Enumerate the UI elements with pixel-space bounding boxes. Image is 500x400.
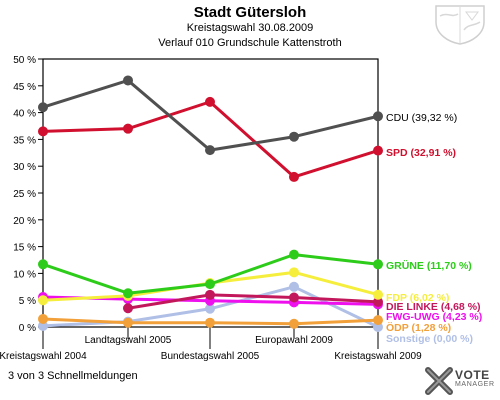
x-tick-label: Europawahl 2009: [255, 335, 333, 346]
data-point-cdu: [123, 75, 133, 86]
chart-location: Verlauf 010 Grundschule Kattenstroth: [158, 37, 342, 49]
chart-subtitle: Kreistagswahl 30.08.2009: [186, 22, 314, 34]
data-point-grüne: [373, 259, 383, 270]
y-tick-label: 40 %: [13, 109, 36, 120]
y-tick-label: 35 %: [13, 135, 36, 146]
y-tick-label: 10 %: [13, 269, 36, 280]
y-tick-label: 45 %: [13, 82, 36, 93]
x-tick-label: Kreistagswahl 2009: [334, 351, 422, 362]
coat-of-arms-icon: [428, 2, 494, 46]
data-point-ödp: [38, 313, 48, 324]
data-point-die-linke: [289, 292, 299, 303]
y-tick-label: 25 %: [13, 189, 36, 200]
legend-label-fdp: FDP (6,02 %): [386, 292, 449, 304]
y-tick-label: 15 %: [13, 243, 36, 254]
x-tick-label: Landtagswahl 2005: [85, 335, 172, 346]
footer-note: 3 von 3 Schnellmeldungen: [8, 370, 138, 382]
y-tick-label: 0 %: [19, 323, 36, 334]
y-tick-label: 30 %: [13, 162, 36, 173]
data-point-grüne: [289, 249, 299, 260]
series-line-die-linke: [127, 293, 379, 310]
vote-manager-logo-icon: [425, 367, 453, 395]
data-point-cdu: [38, 102, 48, 113]
brand-word-vote: VOTE: [455, 368, 490, 382]
data-point-spd: [123, 123, 133, 134]
data-point-die-linke: [205, 289, 215, 300]
data-point-grüne: [38, 259, 48, 270]
data-point-grüne: [123, 288, 133, 299]
y-tick-label: 5 %: [19, 296, 36, 307]
data-point-spd: [373, 145, 383, 156]
legend-label-ödp: ÖDP (1,28 %): [386, 321, 451, 334]
data-point-ödp: [373, 315, 383, 326]
data-point-cdu: [289, 131, 299, 142]
y-tick-label: 50 %: [13, 55, 36, 66]
data-point-sonstige: [289, 281, 299, 292]
data-point-fdp: [373, 289, 383, 300]
data-point-ödp: [289, 318, 299, 329]
data-point-spd: [38, 126, 48, 137]
legend-label-spd: SPD (32,91 %): [386, 147, 456, 159]
legend-label-fwg-uwg: FWG-UWG (4,23 %): [386, 311, 482, 323]
data-point-ödp: [123, 317, 133, 328]
brand-word-manager: MANAGER: [455, 381, 495, 388]
data-point-grüne: [205, 279, 215, 290]
legend-label-die-linke: DIE LINKE (4,68 %): [386, 301, 481, 313]
data-point-cdu: [373, 111, 383, 122]
y-tick-label: 20 %: [13, 216, 36, 227]
x-tick-label: Bundestagswahl 2005: [161, 351, 260, 362]
data-point-fdp: [289, 267, 299, 278]
data-point-fdp: [38, 295, 48, 306]
data-point-spd: [205, 96, 215, 107]
data-point-cdu: [205, 145, 215, 156]
data-point-die-linke: [123, 303, 133, 314]
legend-label-grüne: GRÜNE (11,70 %): [386, 259, 472, 272]
legend-label-cdu: CDU (39,32 %): [386, 112, 457, 124]
chart-title: Stadt Gütersloh: [193, 4, 307, 21]
legend-label-sonstige: Sonstige (0,00 %): [386, 333, 473, 345]
data-point-spd: [289, 171, 299, 182]
data-point-ödp: [205, 317, 215, 328]
x-tick-label: Kreistagswahl 2004: [0, 351, 87, 362]
